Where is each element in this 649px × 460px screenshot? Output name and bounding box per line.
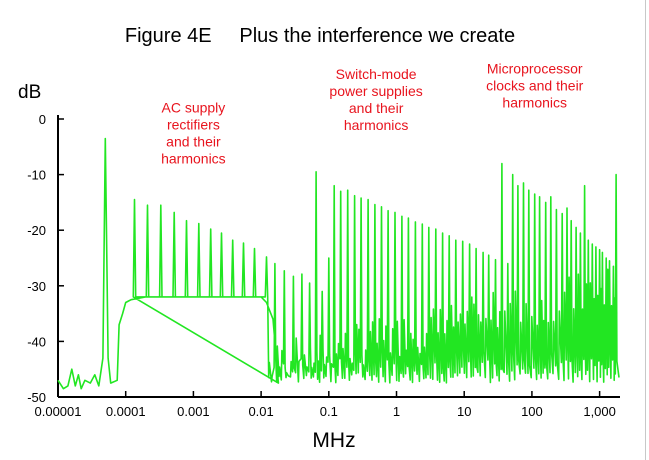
annotation-label: Switch-mode power supplies and their harmon… xyxy=(329,66,422,133)
x-tick-label: 0.001 xyxy=(177,404,210,419)
y-tick-label: -40 xyxy=(27,334,46,349)
y-tick-label: -50 xyxy=(27,390,46,405)
axes xyxy=(57,115,620,398)
x-tick-label: 1,000 xyxy=(583,404,616,419)
x-tick-label: 0.1 xyxy=(320,404,338,419)
x-tick-label: 100 xyxy=(521,404,543,419)
y-axis-ticks: 0 -10 -20 -30 -40 -50 xyxy=(27,112,64,405)
y-tick-label: 0 xyxy=(39,112,46,127)
y-axis-label: dB xyxy=(18,82,41,103)
interference-trace xyxy=(57,137,620,390)
annotation-line: and their xyxy=(349,100,404,116)
annotation-line: Switch-mode xyxy=(336,66,417,82)
annotation-line: Microprocessor xyxy=(487,61,583,77)
x-axis-label: MHz xyxy=(312,429,355,452)
annotation-line: harmonics xyxy=(344,117,409,133)
x-tick-label: 0.01 xyxy=(248,404,273,419)
annotation-label: AC supply rectifiers and their harmonics xyxy=(161,100,226,167)
x-tick-label: 0.0001 xyxy=(106,404,146,419)
annotation-line: rectifiers xyxy=(167,117,220,133)
y-tick-label: -20 xyxy=(27,223,46,238)
plot-area xyxy=(57,137,620,390)
annotation-line: harmonics xyxy=(161,151,226,167)
y-tick-label: -30 xyxy=(27,279,46,294)
y-tick-label: -10 xyxy=(27,168,46,183)
x-tick-label: 10 xyxy=(457,404,471,419)
annotation-line: clocks and their xyxy=(486,78,584,94)
x-axis-ticks: 0.00001 0.0001 0.001 0.01 0.1 1 10 100 1,000 xyxy=(35,391,616,419)
annotation-line: and their xyxy=(166,134,221,150)
annotation-line: power supplies xyxy=(329,83,422,99)
chart-title: Figure 4E Plus the interference we creat… xyxy=(125,25,515,47)
annotation-line: harmonics xyxy=(502,95,567,111)
x-tick-label: 0.00001 xyxy=(35,404,82,419)
annotation-line: AC supply xyxy=(161,100,225,116)
annotations: AC supply rectifiers and their harmonicsSwi… xyxy=(161,61,584,167)
x-tick-label: 1 xyxy=(393,404,400,419)
annotation-label: Microprocessor clocks and their harmonics xyxy=(486,61,584,111)
page-edge-rule xyxy=(645,0,646,460)
